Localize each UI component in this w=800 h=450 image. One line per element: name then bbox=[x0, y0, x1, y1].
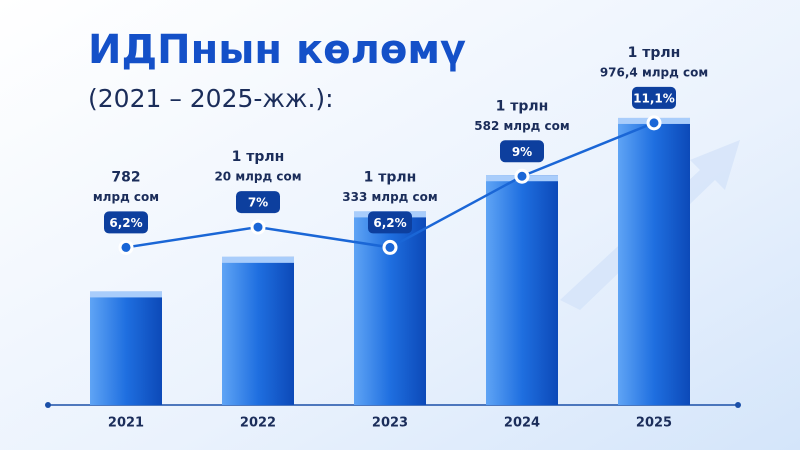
badge bbox=[632, 86, 676, 109]
bar bbox=[486, 175, 558, 405]
value-label: 582 млрд сом bbox=[474, 119, 569, 133]
percent-label: 11,1% bbox=[633, 91, 675, 105]
bar bbox=[90, 291, 162, 405]
value-label: 782 bbox=[111, 169, 140, 185]
chart-subtitle: (2021 – 2025-жж.): bbox=[88, 84, 334, 113]
point bbox=[514, 168, 530, 184]
badge bbox=[368, 211, 412, 234]
x-tick-label: 2025 bbox=[636, 416, 672, 431]
chart-title: ИДПнын көлөмү bbox=[88, 27, 466, 73]
point bbox=[382, 239, 398, 255]
bar bbox=[222, 256, 294, 405]
point bbox=[118, 239, 134, 255]
value-label: 1 трлн bbox=[628, 45, 681, 61]
badge bbox=[236, 191, 280, 214]
percent-label: 9% bbox=[512, 145, 532, 159]
percent-label: 6,2% bbox=[373, 216, 406, 230]
value-label: млрд сом bbox=[93, 190, 159, 204]
bar-top bbox=[222, 256, 294, 263]
value-label: 1 трлн bbox=[232, 149, 285, 165]
point bbox=[646, 115, 662, 131]
bar bbox=[618, 117, 690, 406]
x-tick-label: 2022 bbox=[240, 416, 276, 431]
baseline-end bbox=[735, 402, 741, 408]
x-tick-label: 2023 bbox=[372, 416, 408, 431]
x-tick-label: 2024 bbox=[504, 416, 540, 431]
value-label: 1 трлн bbox=[496, 98, 549, 114]
value-label: 20 млрд сом bbox=[214, 170, 301, 184]
value-label: 1 трлн bbox=[364, 169, 417, 185]
baseline-end bbox=[45, 402, 51, 408]
badge bbox=[104, 211, 148, 234]
value-label: 976,4 млрд сом bbox=[600, 65, 708, 79]
value-label: 333 млрд сом bbox=[342, 190, 437, 204]
percent-label: 7% bbox=[248, 196, 268, 210]
percent-label: 6,2% bbox=[109, 216, 142, 230]
bar-top bbox=[90, 291, 162, 298]
x-tick-label: 2021 bbox=[108, 416, 144, 431]
point bbox=[250, 219, 266, 235]
badge bbox=[500, 140, 544, 163]
